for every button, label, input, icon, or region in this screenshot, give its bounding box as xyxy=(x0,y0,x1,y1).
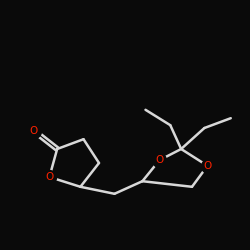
Text: O: O xyxy=(30,126,38,136)
Text: O: O xyxy=(204,161,212,171)
Text: O: O xyxy=(155,155,164,165)
Text: O: O xyxy=(45,172,54,182)
